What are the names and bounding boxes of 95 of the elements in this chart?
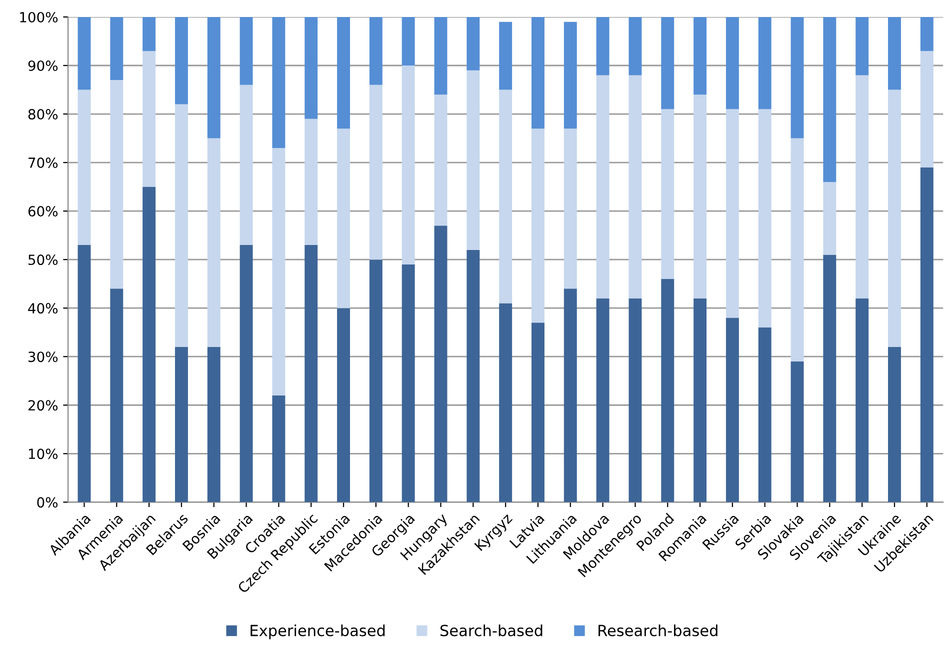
bar	[596, 75, 610, 298]
bar	[207, 16, 220, 138]
bar	[369, 16, 382, 85]
bar	[499, 22, 512, 90]
bar	[532, 16, 544, 129]
bar	[304, 245, 318, 502]
bar	[694, 16, 707, 95]
bar	[142, 50, 156, 187]
bar	[240, 84, 253, 246]
bar	[790, 16, 804, 138]
bar	[402, 264, 415, 502]
bar	[661, 16, 674, 110]
bar	[78, 245, 91, 502]
bar	[272, 148, 286, 396]
bar	[823, 182, 836, 255]
bar	[888, 346, 901, 502]
bar	[402, 16, 415, 66]
bar	[499, 303, 512, 502]
bar	[304, 16, 318, 119]
bar	[532, 128, 544, 323]
bar	[369, 260, 382, 502]
y-tick-label: 0%	[37, 497, 58, 508]
bar	[564, 22, 577, 129]
bar	[240, 245, 253, 502]
bar	[110, 16, 124, 80]
bar	[596, 298, 610, 502]
bar	[532, 322, 544, 502]
legend-label: Search-based	[440, 624, 542, 636]
bar	[434, 16, 448, 95]
bar	[240, 16, 253, 85]
y-tick-label: 60%	[28, 206, 58, 217]
bar	[466, 70, 480, 250]
bar	[726, 318, 739, 502]
y-tick-label: 70%	[28, 158, 58, 168]
y-tick-label: 80%	[28, 108, 58, 120]
y-tick-label: 20%	[28, 400, 58, 411]
bar	[856, 298, 869, 502]
y-tick-label: 50%	[28, 254, 58, 266]
bar	[790, 138, 804, 362]
legend-label: Experience-based	[250, 624, 385, 640]
bar	[499, 90, 512, 304]
bar	[564, 288, 577, 502]
bar	[694, 298, 707, 502]
bar	[564, 128, 577, 289]
bar	[142, 16, 156, 51]
bar	[596, 16, 610, 76]
bar	[337, 16, 350, 129]
y-tick-label: 100%	[20, 12, 58, 22]
bar	[110, 80, 124, 289]
legend-label: Research-based	[598, 624, 718, 636]
bar	[207, 346, 220, 502]
bar	[466, 16, 480, 70]
y-tick-label: 40%	[28, 303, 58, 314]
bar	[628, 16, 642, 76]
bar	[304, 118, 318, 246]
bar	[758, 16, 772, 110]
bar	[726, 109, 739, 318]
bar	[174, 16, 188, 104]
y-tick-label: 10%	[28, 448, 58, 460]
bar	[174, 104, 188, 347]
bar	[272, 16, 286, 148]
bar	[758, 327, 772, 502]
bar	[823, 254, 836, 502]
bar	[856, 16, 869, 76]
bar	[661, 278, 674, 502]
bar	[272, 395, 286, 502]
bar	[628, 298, 642, 502]
bar	[78, 90, 91, 246]
bar	[174, 346, 188, 502]
bar	[856, 75, 869, 298]
bar	[920, 50, 934, 168]
bar	[142, 186, 156, 502]
bar	[888, 90, 901, 347]
bar	[628, 75, 642, 298]
bar	[434, 94, 448, 226]
bar	[466, 250, 480, 502]
bar	[78, 16, 91, 90]
bar	[337, 128, 350, 308]
bar	[758, 109, 772, 328]
bar	[402, 65, 415, 264]
bar	[790, 361, 804, 502]
bar	[337, 308, 350, 502]
bar	[661, 109, 674, 279]
bar	[920, 16, 934, 51]
bar	[823, 16, 836, 182]
y-tick-label: 30%	[28, 352, 58, 362]
bar	[434, 226, 448, 502]
bar	[207, 138, 220, 347]
bar	[369, 84, 382, 260]
bar	[110, 288, 124, 502]
bar	[888, 16, 901, 90]
y-tick-label: 90%	[28, 60, 58, 71]
bar	[920, 167, 934, 502]
bar	[726, 16, 739, 110]
bar	[694, 94, 707, 298]
